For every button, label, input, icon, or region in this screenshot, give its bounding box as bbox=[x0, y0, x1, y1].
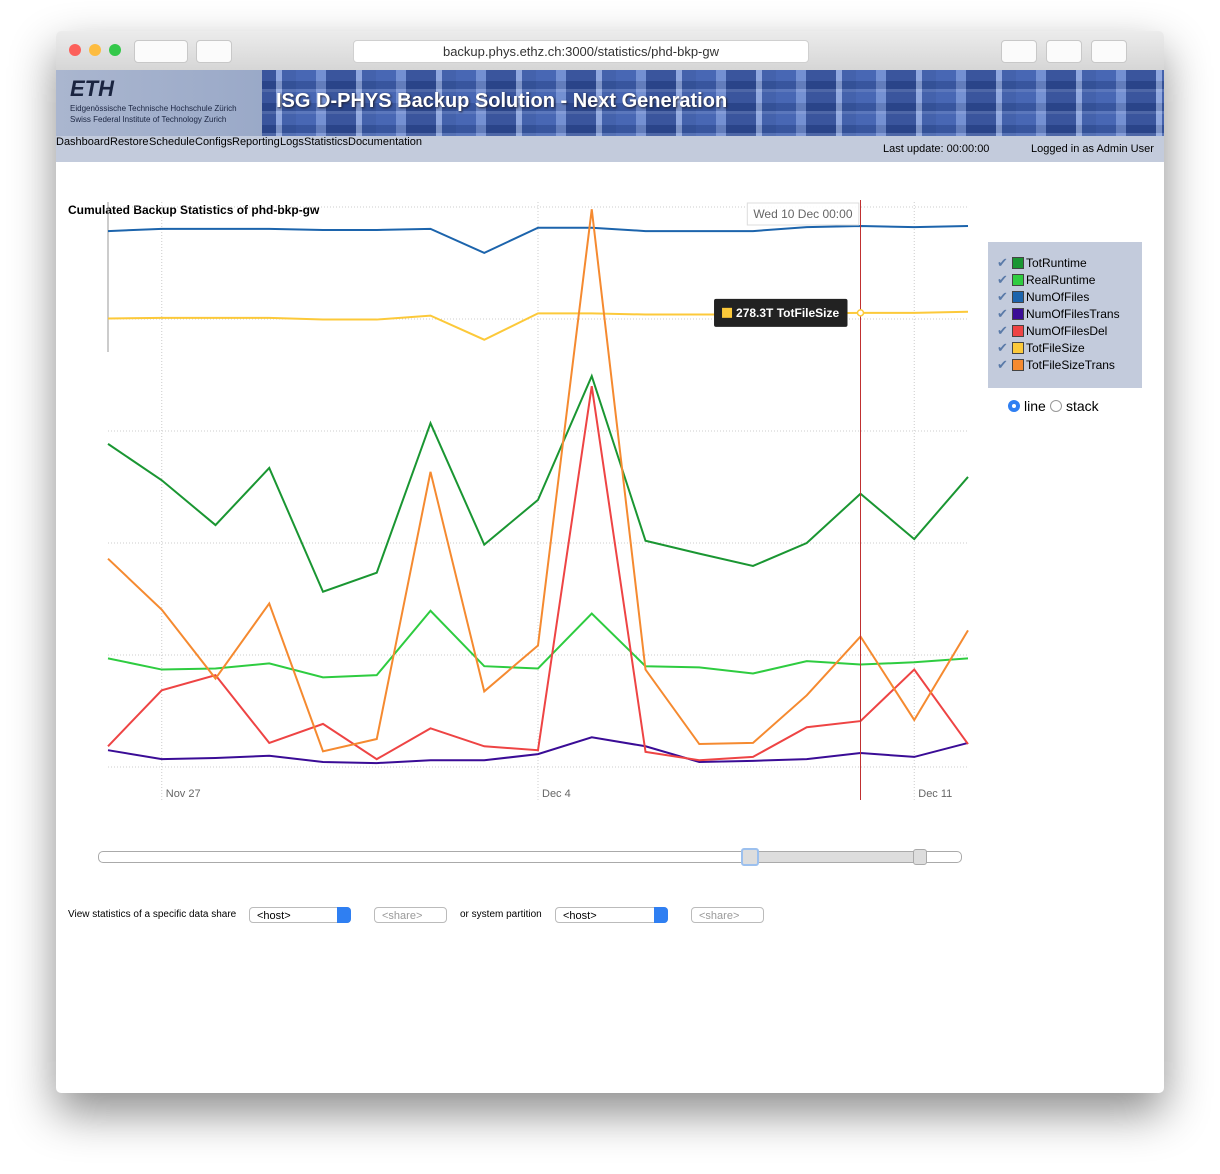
radio[interactable] bbox=[1050, 400, 1062, 412]
legend-label[interactable]: NumOfFiles bbox=[1026, 290, 1090, 304]
legend: ✔ TotRuntime ✔ RealRuntime ✔ NumOfFiles ✔ NumOf… bbox=[988, 242, 1142, 388]
chart: Nov 27 Dec 4 Dec 11 Wed 10 Dec 00:00 278.3T … bbox=[107, 200, 969, 802]
content: Cumulated Backup Statistics of phd-bkp-g… bbox=[56, 162, 1164, 1093]
hover-point bbox=[856, 309, 865, 317]
browser-toolbar: backup.phys.ethz.ch:3000/statistics/phd-… bbox=[56, 31, 1164, 71]
site-title: ISG D-PHYS Backup Solution - Next Genera… bbox=[276, 90, 728, 112]
legend-check[interactable]: ✔ bbox=[997, 306, 1008, 321]
tooltip-box bbox=[714, 298, 848, 327]
series-line bbox=[107, 609, 969, 679]
nav-item[interactable]: Configs bbox=[195, 136, 233, 148]
slider-handle[interactable] bbox=[741, 848, 759, 866]
series-line bbox=[107, 209, 969, 753]
slider-handle[interactable] bbox=[913, 849, 927, 865]
legend-swatch bbox=[1012, 291, 1024, 303]
back-forward[interactable] bbox=[134, 40, 188, 63]
legend-swatch bbox=[1012, 274, 1024, 286]
share-select[interactable]: <share> bbox=[374, 907, 447, 923]
legend-check[interactable]: ✔ bbox=[997, 289, 1008, 304]
hover-date: Wed 10 Dec 00:00 bbox=[753, 207, 853, 221]
host-select[interactable]: <host> bbox=[555, 907, 668, 923]
institution-en: Swiss Federal Institute of Technology Zu… bbox=[70, 115, 227, 124]
legend-label[interactable]: TotFileSize bbox=[1026, 341, 1085, 355]
legend-check[interactable]: ✔ bbox=[997, 255, 1008, 270]
range-slider[interactable] bbox=[98, 848, 962, 866]
series-line bbox=[107, 225, 969, 255]
series-line bbox=[107, 373, 969, 593]
share-button[interactable] bbox=[1001, 40, 1037, 63]
x-tick-label: Dec 11 bbox=[918, 788, 952, 800]
hover-date-box bbox=[746, 202, 860, 226]
url-bar[interactable]: backup.phys.ethz.ch:3000/statistics/phd-… bbox=[353, 40, 809, 63]
legend-swatch bbox=[1012, 359, 1024, 371]
legend-label[interactable]: TotRuntime bbox=[1026, 256, 1087, 270]
close-button[interactable] bbox=[69, 44, 81, 56]
host-select[interactable]: <host> bbox=[249, 907, 351, 923]
nav-item[interactable]: Documentation bbox=[348, 136, 422, 148]
tabs-button[interactable] bbox=[1046, 40, 1082, 63]
series-line bbox=[107, 736, 969, 765]
nav-item[interactable]: Reporting bbox=[232, 136, 280, 148]
radio-label: stack bbox=[1066, 398, 1099, 414]
chart-title: Cumulated Backup Statistics of phd-bkp-g… bbox=[68, 203, 320, 217]
logo-text: ETH bbox=[70, 76, 114, 101]
legend-check[interactable]: ✔ bbox=[997, 323, 1008, 338]
legend-label[interactable]: NumOfFilesDel bbox=[1026, 324, 1108, 338]
browser-window: backup.phys.ethz.ch:3000/statistics/phd-… bbox=[56, 31, 1164, 1093]
nav-item[interactable]: Schedule bbox=[149, 136, 195, 148]
last-update: Last update: 00:00:00 bbox=[883, 143, 990, 155]
nav-item[interactable]: Restore bbox=[110, 136, 149, 148]
form-label: View statistics of a specific data share bbox=[68, 909, 237, 920]
header-banner: ETH Eidgenössische Technische Hochschule… bbox=[56, 70, 1164, 136]
legend-swatch bbox=[1012, 325, 1024, 337]
x-tick-label: Dec 4 bbox=[542, 788, 571, 800]
x-tick-label: Nov 27 bbox=[166, 788, 201, 800]
legend-swatch bbox=[1012, 342, 1024, 354]
nav-item[interactable]: Dashboard bbox=[56, 136, 110, 148]
tooltip-swatch bbox=[722, 307, 733, 318]
sidebar-button[interactable] bbox=[196, 40, 232, 63]
legend-swatch bbox=[1012, 257, 1024, 269]
legend-label[interactable]: RealRuntime bbox=[1026, 273, 1096, 287]
eth-logo: ETH Eidgenössische Technische Hochschule… bbox=[56, 70, 262, 136]
share-select[interactable]: <share> bbox=[691, 907, 764, 923]
user-info: Logged in as Admin User bbox=[1031, 143, 1154, 155]
legend-swatch bbox=[1012, 308, 1024, 320]
legend-check[interactable]: ✔ bbox=[997, 272, 1008, 287]
download-button[interactable] bbox=[1091, 40, 1127, 63]
legend-label[interactable]: NumOfFilesTrans bbox=[1026, 307, 1120, 321]
legend-check[interactable]: ✔ bbox=[997, 357, 1008, 372]
series-line bbox=[107, 386, 969, 762]
zoom-button[interactable] bbox=[109, 44, 121, 56]
radio[interactable] bbox=[1008, 400, 1020, 412]
institution-de: Eidgenössische Technische Hochschule Zür… bbox=[70, 104, 237, 113]
tooltip-text: 278.3T TotFileSize bbox=[736, 306, 839, 320]
nav-bar: Last update: 00:00:00 Logged in as Admin… bbox=[56, 136, 1164, 162]
tooltip: 278.3T TotFileSize bbox=[714, 298, 848, 327]
legend-label[interactable]: TotFileSizeTrans bbox=[1026, 358, 1115, 372]
nav-item[interactable]: Logs bbox=[280, 136, 304, 148]
legend-check[interactable]: ✔ bbox=[997, 340, 1008, 355]
radio-label: line bbox=[1024, 398, 1046, 414]
or-label: or system partition bbox=[460, 909, 542, 920]
minimize-button[interactable] bbox=[89, 44, 101, 56]
nav-item[interactable]: Statistics bbox=[304, 136, 349, 148]
